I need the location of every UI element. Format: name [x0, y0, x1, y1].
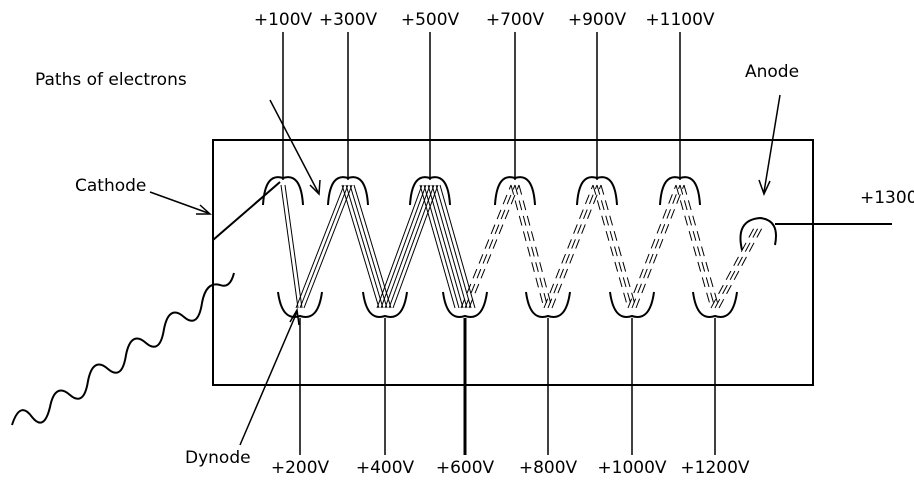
electron-path [376, 184, 423, 309]
electron-path [388, 184, 435, 309]
electron-path [518, 184, 553, 309]
arrow-head [758, 179, 771, 196]
voltage-label: +1200V [680, 458, 750, 478]
arrow [269, 99, 319, 193]
anode-voltage: +1300V [860, 188, 914, 208]
arrow [239, 311, 298, 446]
arrow [763, 94, 781, 193]
arrow-head [196, 204, 212, 215]
dynode [262, 176, 304, 206]
electron-path [683, 184, 720, 309]
voltage-label: +100V [254, 10, 313, 30]
electron-path [280, 184, 299, 309]
photon-path [212, 181, 281, 241]
voltage-label: +900V [568, 10, 627, 30]
electron-path [468, 184, 520, 309]
electron-path [514, 184, 549, 309]
electron-path [341, 184, 380, 309]
dynode [362, 291, 408, 318]
electron-path [627, 184, 677, 309]
voltage-label: +700V [486, 10, 545, 30]
electron-path [431, 184, 468, 309]
voltage-label: +300V [319, 10, 378, 30]
electron-path [631, 184, 681, 309]
electron-path [427, 184, 464, 309]
dynode [525, 291, 571, 318]
electron-path [547, 184, 598, 309]
label-paths: Paths of electrons [35, 70, 187, 90]
voltage-label: +500V [401, 10, 460, 30]
electron-path [384, 184, 431, 309]
dynode [692, 291, 738, 318]
electron-path [543, 184, 594, 309]
label-cathode: Cathode [75, 176, 146, 196]
electron-path [353, 184, 392, 309]
electron-path [600, 184, 637, 309]
dynode [442, 291, 488, 318]
dynode [327, 176, 369, 206]
voltage-label: +400V [356, 458, 415, 478]
electron-path [551, 184, 602, 309]
electron-path [596, 184, 633, 309]
label-anode: Anode [745, 62, 799, 82]
arrows [149, 94, 781, 446]
electron-path [592, 184, 629, 309]
voltage-label: +800V [519, 458, 578, 478]
electron-path [710, 227, 755, 309]
arrow [149, 191, 209, 214]
voltage-label: +1000V [597, 458, 667, 478]
electron-path [679, 184, 716, 309]
electron-path [460, 184, 512, 309]
electron-path [419, 184, 456, 309]
electron-path [284, 184, 303, 309]
electron-path [635, 184, 685, 309]
electron-path [380, 184, 427, 309]
light-wave [11, 272, 235, 426]
electron-path [423, 184, 460, 309]
electron-path [345, 184, 384, 309]
electron-path [510, 184, 545, 309]
voltage-label: +200V [271, 458, 330, 478]
electron-path [299, 184, 349, 309]
electron-path [303, 184, 353, 309]
dynode [409, 176, 451, 206]
electron-path [295, 184, 345, 309]
dynode [609, 291, 655, 318]
electron-path [464, 184, 516, 309]
electron-path [675, 184, 712, 309]
voltage-label: +1100V [645, 10, 715, 30]
arrow-head [289, 307, 300, 326]
electron-path [349, 184, 388, 309]
label-dynode: Dynode [185, 448, 251, 468]
arrow-head [309, 179, 321, 196]
voltage-label: +600V [436, 458, 495, 478]
dynode [277, 291, 323, 318]
dynode [576, 176, 618, 206]
dynode [494, 176, 536, 206]
electron-path [435, 184, 472, 309]
electron-path [392, 184, 439, 309]
tube [212, 139, 814, 386]
anode [739, 216, 777, 251]
dynode [659, 176, 701, 206]
